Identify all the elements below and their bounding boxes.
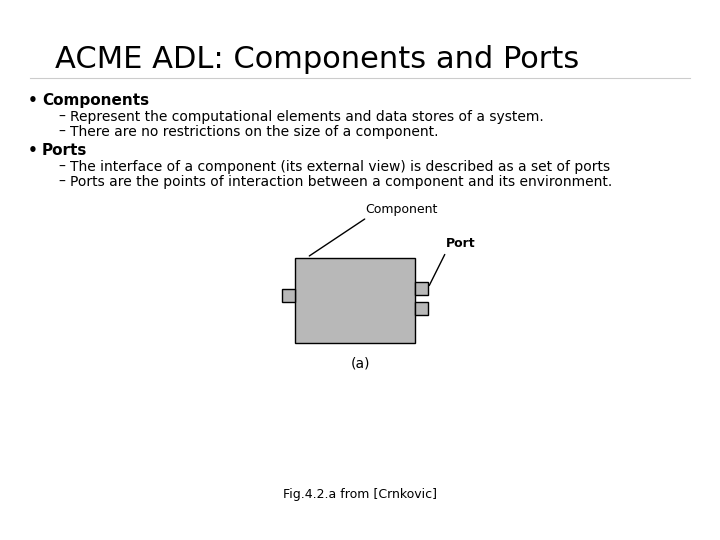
Text: Components: Components <box>42 93 149 108</box>
Bar <box>415 301 428 314</box>
Text: Component: Component <box>365 202 437 215</box>
Text: (a): (a) <box>350 356 370 370</box>
Bar <box>282 288 295 301</box>
Text: •: • <box>28 143 38 158</box>
Text: •: • <box>28 93 38 108</box>
Text: –: – <box>58 110 65 124</box>
Bar <box>415 281 428 294</box>
Text: Represent the computational elements and data stores of a system.: Represent the computational elements and… <box>70 110 544 124</box>
Text: –: – <box>58 175 65 189</box>
Text: ACME ADL: Components and Ports: ACME ADL: Components and Ports <box>55 45 580 74</box>
Text: Ports are the points of interaction between a component and its environment.: Ports are the points of interaction betw… <box>70 175 612 189</box>
Text: –: – <box>58 125 65 139</box>
Text: Fig.4.2.a from [Crnkovic]: Fig.4.2.a from [Crnkovic] <box>283 488 437 501</box>
Text: Port: Port <box>446 237 476 250</box>
Text: –: – <box>58 160 65 174</box>
Text: Ports: Ports <box>42 143 87 158</box>
Bar <box>295 258 415 342</box>
Text: There are no restrictions on the size of a component.: There are no restrictions on the size of… <box>70 125 438 139</box>
Text: The interface of a component (its external view) is described as a set of ports: The interface of a component (its extern… <box>70 160 610 174</box>
